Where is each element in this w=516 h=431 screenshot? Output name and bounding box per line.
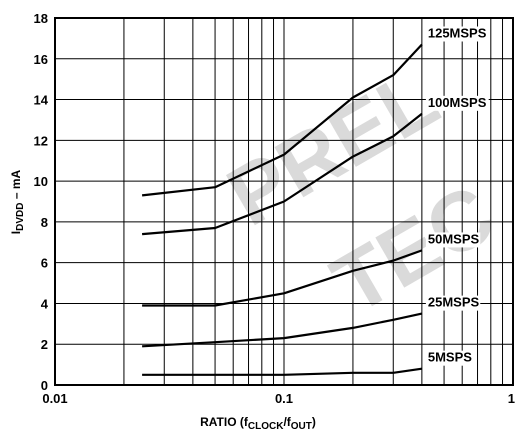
y-tick-label: 4	[41, 296, 49, 311]
y-tick-label: 14	[34, 93, 49, 108]
series-line	[142, 367, 423, 376]
series-layer	[141, 43, 423, 376]
y-tick-label: 12	[34, 133, 48, 148]
x-tick-label: 1	[508, 391, 515, 406]
y-tick-label: 18	[34, 11, 48, 26]
y-axis-label: IDVDD – mA	[9, 169, 26, 234]
series-line	[142, 312, 423, 348]
y-tick-labels: 0 2 4 6 8 10 12 14 16 18	[34, 11, 49, 393]
y-axis-label-end: – mA	[9, 169, 23, 202]
series-line	[141, 43, 423, 197]
series-label: 50MSPS	[428, 231, 480, 246]
x-axis-label-sub2: OUT	[291, 421, 312, 431]
series-label: 5MSPS	[428, 350, 472, 365]
series-label: 25MSPS	[428, 295, 480, 310]
x-axis-label-main: RATIO (f	[200, 415, 249, 429]
x-tick-label: 0.1	[275, 391, 293, 406]
series-line	[142, 249, 423, 307]
y-tick-label: 0	[41, 378, 48, 393]
x-axis-label-mid: /f	[283, 415, 291, 429]
y-axis-label-main: I	[9, 231, 23, 234]
x-tick-label: 0.01	[42, 391, 67, 406]
x-axis-label: RATIO (fCLOCK/fOUT)	[200, 415, 316, 431]
y-tick-label: 6	[41, 256, 48, 271]
series-label-bg	[425, 295, 481, 311]
y-tick-label: 10	[34, 174, 48, 189]
grid	[55, 18, 513, 385]
series-labels: 125MSPS 100MSPS 50MSPS 25MSPS 5MSPS	[425, 26, 489, 366]
plot-frame	[54, 17, 514, 386]
series-label: 100MSPS	[428, 95, 487, 110]
y-axis-label-sub: DVDD	[15, 203, 26, 231]
x-axis-label-end: )	[312, 415, 316, 429]
series-label: 125MSPS	[428, 26, 487, 41]
x-axis-label-sub1: CLOCK	[248, 421, 284, 431]
y-tick-label: 8	[41, 215, 48, 230]
series-label-bg	[425, 350, 472, 366]
series-label-bg	[425, 26, 489, 42]
y-tick-label: 2	[41, 337, 48, 352]
series-line	[142, 112, 423, 236]
series-label-bg	[425, 95, 489, 111]
series-label-bg	[425, 232, 481, 248]
y-tick-label: 16	[34, 52, 48, 67]
x-tick-labels: 0.01 0.1 1	[42, 391, 515, 406]
